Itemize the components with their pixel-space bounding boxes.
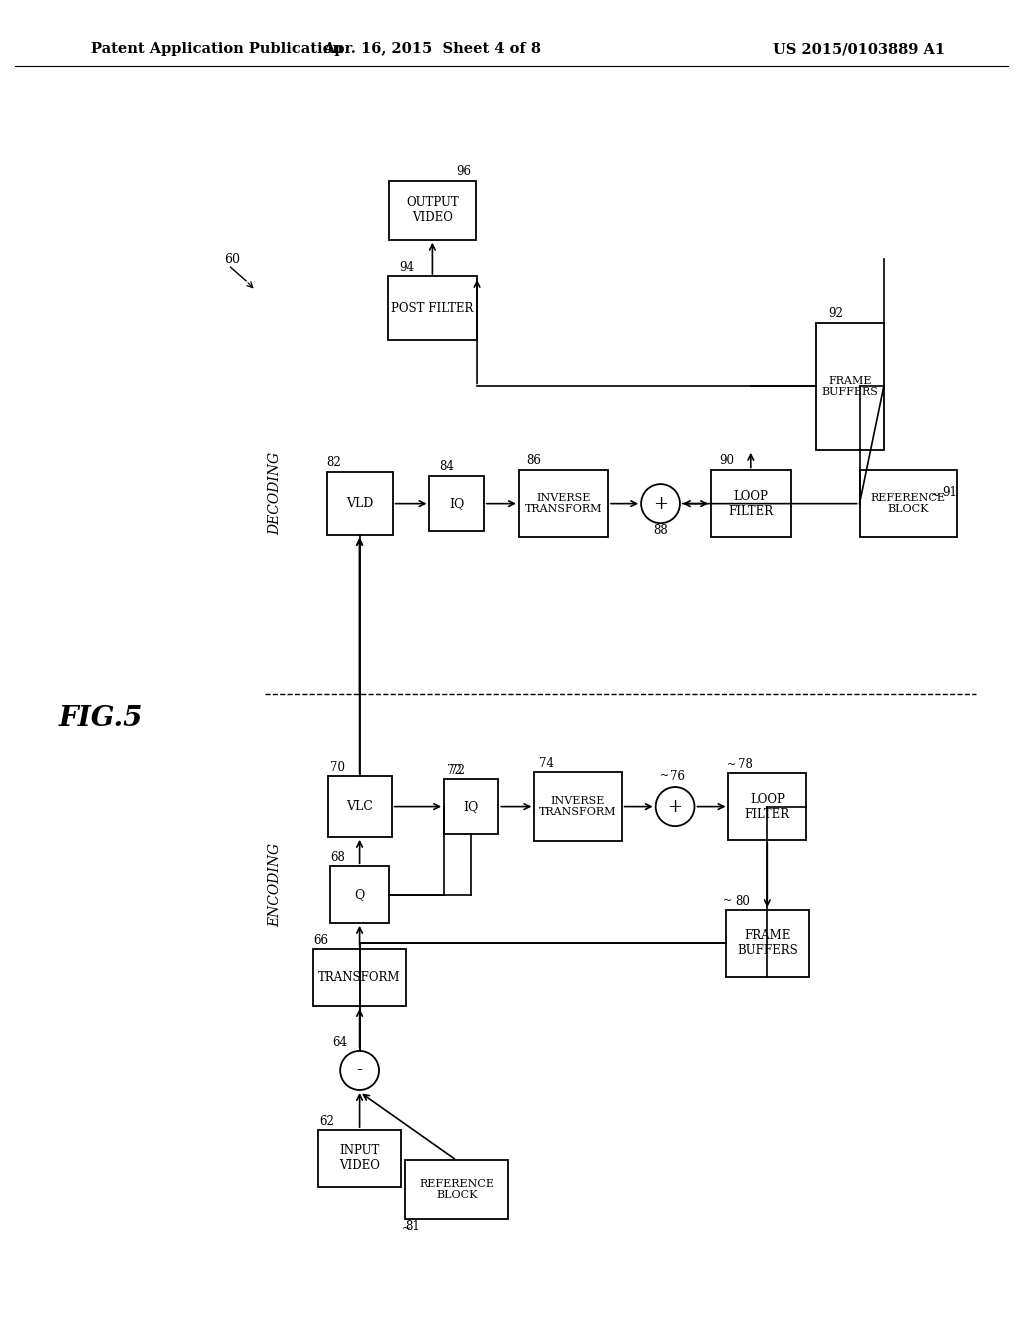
- Text: ~: ~: [659, 771, 669, 781]
- Text: OUTPUT
VIDEO: OUTPUT VIDEO: [407, 197, 459, 224]
- Text: 72: 72: [446, 764, 462, 777]
- Text: 78: 78: [738, 759, 753, 771]
- Text: -: -: [356, 1061, 362, 1080]
- Text: ~: ~: [402, 1224, 412, 1234]
- Text: DECODING: DECODING: [268, 453, 283, 536]
- Text: 96: 96: [457, 165, 472, 178]
- Text: 60: 60: [223, 253, 240, 265]
- Bar: [726, 911, 809, 977]
- Bar: [519, 470, 608, 537]
- Text: 72: 72: [450, 764, 465, 777]
- Text: 92: 92: [828, 308, 844, 319]
- Text: 94: 94: [399, 261, 415, 275]
- Text: LOOP
FILTER: LOOP FILTER: [744, 792, 790, 821]
- Text: POST FILTER: POST FILTER: [391, 302, 473, 314]
- Text: FRAME
BUFFERS: FRAME BUFFERS: [821, 376, 879, 397]
- Text: IQ: IQ: [449, 498, 464, 510]
- Text: VLC: VLC: [346, 800, 373, 813]
- Bar: [711, 470, 791, 537]
- Circle shape: [340, 1051, 379, 1090]
- Text: IQ: IQ: [464, 800, 479, 813]
- Text: INPUT
VIDEO: INPUT VIDEO: [339, 1144, 380, 1172]
- Bar: [327, 471, 392, 536]
- Text: 76: 76: [671, 770, 685, 783]
- Bar: [331, 866, 389, 923]
- Text: REFERENCE
BLOCK: REFERENCE BLOCK: [419, 1179, 495, 1200]
- Text: +: +: [653, 495, 668, 512]
- Text: 68: 68: [331, 851, 345, 865]
- Text: 74: 74: [540, 758, 554, 771]
- Text: Apr. 16, 2015  Sheet 4 of 8: Apr. 16, 2015 Sheet 4 of 8: [324, 42, 542, 57]
- Text: Q: Q: [354, 888, 365, 902]
- Text: 86: 86: [526, 454, 542, 467]
- Bar: [429, 477, 484, 531]
- Bar: [313, 949, 407, 1006]
- Bar: [816, 323, 884, 450]
- Text: 84: 84: [439, 461, 454, 474]
- Text: ENCODING: ENCODING: [268, 842, 283, 927]
- Text: FRAME
BUFFERS: FRAME BUFFERS: [737, 929, 798, 957]
- Circle shape: [655, 787, 694, 826]
- Text: 88: 88: [652, 524, 668, 537]
- Bar: [389, 181, 476, 240]
- Text: US 2015/0103889 A1: US 2015/0103889 A1: [773, 42, 945, 57]
- Text: INVERSE
TRANSFORM: INVERSE TRANSFORM: [524, 492, 602, 515]
- Text: Patent Application Publication: Patent Application Publication: [91, 42, 343, 57]
- Text: ~: ~: [932, 491, 941, 500]
- Text: INVERSE
TRANSFORM: INVERSE TRANSFORM: [540, 796, 616, 817]
- Text: VLD: VLD: [346, 498, 374, 510]
- Bar: [317, 1130, 401, 1187]
- Bar: [859, 470, 956, 537]
- Text: 70: 70: [331, 762, 345, 775]
- Text: 66: 66: [313, 935, 328, 948]
- Circle shape: [641, 484, 680, 523]
- Bar: [388, 276, 477, 341]
- Text: ~: ~: [726, 759, 736, 770]
- Text: REFERENCE
BLOCK: REFERENCE BLOCK: [870, 492, 945, 515]
- Bar: [535, 772, 622, 841]
- Text: +: +: [668, 797, 683, 816]
- Bar: [406, 1160, 508, 1218]
- Bar: [328, 776, 391, 837]
- Text: 82: 82: [327, 457, 341, 470]
- Text: 62: 62: [318, 1115, 334, 1129]
- Text: 91: 91: [942, 486, 956, 499]
- Text: 90: 90: [720, 454, 735, 467]
- Text: TRANSFORM: TRANSFORM: [318, 972, 400, 985]
- Bar: [444, 779, 499, 834]
- Bar: [728, 774, 806, 840]
- Text: 81: 81: [406, 1220, 420, 1233]
- Text: 80: 80: [735, 895, 751, 908]
- Text: FIG.5: FIG.5: [58, 705, 142, 733]
- Text: 64: 64: [333, 1036, 347, 1049]
- Text: LOOP
FILTER: LOOP FILTER: [728, 490, 773, 517]
- Text: ~: ~: [723, 896, 732, 907]
